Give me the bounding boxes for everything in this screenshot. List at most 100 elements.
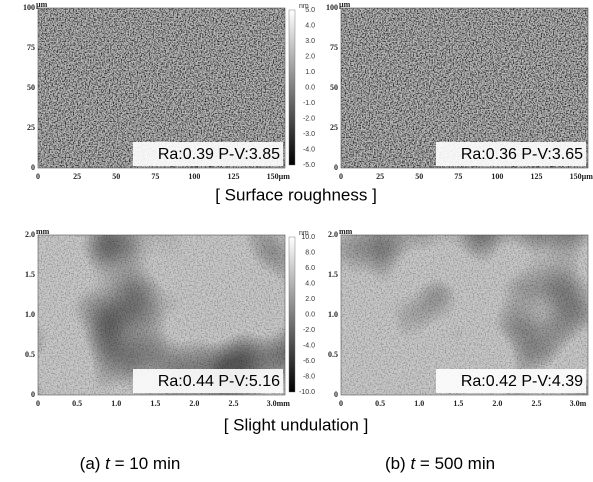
x-tick-label: 100 (491, 172, 503, 181)
colorbar-tick-label: -4.0 (303, 342, 315, 349)
y-tick-label: 1.0 (328, 310, 338, 319)
x-tick-label: 0 (339, 172, 343, 181)
roughness-texture (341, 8, 588, 168)
x-tick-label: 1.5 (453, 399, 463, 408)
colorbar-tick-label: -10.0 (299, 389, 315, 396)
axis-unit: mm (339, 227, 353, 236)
caption-variable: t (410, 454, 416, 473)
x-tick-label: 0 (339, 399, 343, 408)
colorbar-tick-label: -5.0 (303, 162, 315, 169)
colorbar-tick-label: 6.0 (305, 265, 315, 272)
axis-unit: µm (36, 0, 48, 9)
roughness-texture (341, 235, 588, 395)
x-tick-label: 1.0 (111, 399, 121, 408)
stats-label: Ra:0.44 P-V:5.16 (158, 373, 280, 390)
y-tick-label: 1.5 (328, 270, 338, 279)
y-tick-label: 50 (27, 83, 35, 92)
colorbar-tick-label: 8.0 (305, 249, 315, 256)
x-tick-label: 150µm (570, 172, 593, 181)
colorbar-tick-label: -1.0 (303, 100, 315, 107)
x-tick-label: 2.5 (229, 399, 239, 408)
surface-panel: mm2.01.51.00.500 0.5 1.0 1.5 2.0 2.5 3.0mmRa:0… (25, 227, 315, 408)
colorbar-tick-label: -6.0 (303, 358, 315, 365)
y-tick-label: 75 (330, 43, 338, 52)
pv-value: P-V:4.39 (521, 373, 583, 390)
colorbar-tick-label: -4.0 (303, 146, 315, 153)
colorbar-tick-label: 10.0 (301, 234, 315, 241)
x-tick-label: 3.0m (570, 399, 587, 408)
x-tick-label: 50 (112, 172, 120, 181)
x-tick-label: 75 (454, 172, 462, 181)
x-tick-label: 75 (151, 172, 159, 181)
surface-panel: mm2.01.51.00.500 0.5 1.0 1.5 2.0 2.5 3.0mRa:0.… (328, 227, 589, 408)
caption-label: (b) (385, 454, 406, 473)
colorbar-tick-label: -8.0 (303, 373, 315, 380)
caption-variable: t (105, 454, 111, 473)
roughness-texture (38, 8, 285, 168)
x-tick-label: 2.0 (492, 399, 502, 408)
y-tick-label: 1.0 (25, 310, 35, 319)
y-tick-label: 2.0 (328, 230, 338, 239)
x-tick-label: 125 (531, 172, 543, 181)
x-tick-label: 0 (36, 172, 40, 181)
image-border (37, 234, 286, 396)
caption: (b) t = 500 min (385, 454, 495, 473)
caption-label: (a) (80, 454, 101, 473)
stats-label: Ra:0.39 P-V:3.85 (158, 146, 280, 163)
pv-value: P-V:3.65 (521, 146, 583, 163)
colorbar-tick-label: 5.0 (305, 7, 315, 14)
x-tick-label: 125 (228, 172, 240, 181)
colorbar-tick-label: 1.0 (305, 69, 315, 76)
x-tick-label: 2.5 (532, 399, 542, 408)
caption-text: = 500 min (420, 454, 495, 473)
axis-unit: µm (339, 0, 351, 9)
x-tick-label: 150µm (267, 172, 291, 181)
colorbar-tick-label: 3.0 (305, 38, 315, 45)
y-tick-label: 0.5 (328, 350, 338, 359)
colorbar (288, 236, 296, 393)
y-tick-label: 75 (27, 43, 35, 52)
stats-box (133, 142, 283, 166)
x-tick-label: 0.5 (72, 399, 82, 408)
colorbar-tick-label: 4.0 (305, 280, 315, 287)
colorbar-tick-label: -2.0 (303, 115, 315, 122)
colorbar-unit: nm (299, 3, 309, 10)
x-tick-label: 1.5 (150, 399, 160, 408)
y-tick-label: 50 (330, 83, 338, 92)
section-title: [ Surface roughness ] (215, 185, 377, 204)
colorbar-tick-label: -3.0 (303, 131, 315, 138)
roughness-texture (38, 235, 285, 395)
x-tick-label: 50 (415, 172, 423, 181)
axis-unit: mm (36, 227, 50, 236)
x-tick-label: 1.0 (414, 399, 424, 408)
image-border (340, 234, 589, 396)
x-tick-label: 100 (188, 172, 200, 181)
stats-box (133, 369, 283, 393)
section-title: [ Slight undulation ] (224, 415, 369, 434)
y-tick-label: 0 (334, 163, 338, 172)
x-tick-label: 0.5 (375, 399, 385, 408)
image-border (340, 7, 589, 169)
colorbar-tick-label: 2.0 (305, 53, 315, 60)
colorbar (288, 9, 296, 166)
y-tick-label: 0 (31, 390, 35, 399)
ra-value: Ra:0.39 (158, 146, 214, 163)
y-tick-label: 25 (330, 123, 338, 132)
pv-value: P-V:5.16 (218, 373, 280, 390)
stats-box (436, 369, 586, 393)
y-tick-label: 0 (31, 163, 35, 172)
stats-label: Ra:0.36 P-V:3.65 (461, 146, 583, 163)
stats-label: Ra:0.42 P-V:4.39 (461, 373, 583, 390)
ra-value: Ra:0.36 (461, 146, 517, 163)
ra-value: Ra:0.42 (461, 373, 517, 390)
colorbar-tick-label: 0.0 (305, 311, 315, 318)
image-border (37, 7, 286, 169)
colorbar-tick-label: 0.0 (305, 84, 315, 91)
colorbar-tick-label: -2.0 (303, 327, 315, 334)
y-tick-label: 0.5 (25, 350, 35, 359)
pv-value: P-V:3.85 (218, 146, 280, 163)
x-tick-label: 25 (73, 172, 81, 181)
colorbar-unit: nm (299, 230, 309, 237)
